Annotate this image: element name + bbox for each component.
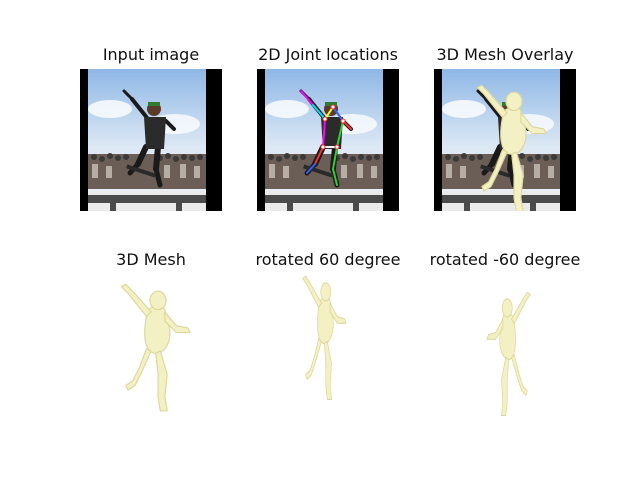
mesh-panel (80, 274, 222, 416)
human-mesh-figure-rotated-60 (302, 275, 347, 401)
human-mesh-figure-rotated-neg-60 (486, 291, 531, 416)
joints-panel (257, 69, 399, 211)
title-rotated-60: rotated 60 degree (255, 250, 401, 269)
skateboarder-photo (80, 69, 222, 211)
title-input-image: Input image (102, 45, 200, 64)
skateboarder-photo-with-joints (257, 69, 399, 211)
mesh-overlay-panel (434, 69, 576, 211)
mesh-rotated-neg-60-panel (434, 274, 576, 416)
human-mesh-figure (120, 283, 191, 412)
mesh-rotated-60-panel (257, 274, 399, 416)
title-rotated-neg-60: rotated -60 degree (429, 250, 581, 269)
title-3d-mesh: 3D Mesh (116, 250, 186, 269)
input-image-panel (80, 69, 222, 211)
title-2d-joints: 2D Joint locations (258, 45, 398, 64)
title-3d-mesh-overlay: 3D Mesh Overlay (436, 45, 574, 64)
skateboarder-photo-with-mesh (434, 69, 576, 211)
